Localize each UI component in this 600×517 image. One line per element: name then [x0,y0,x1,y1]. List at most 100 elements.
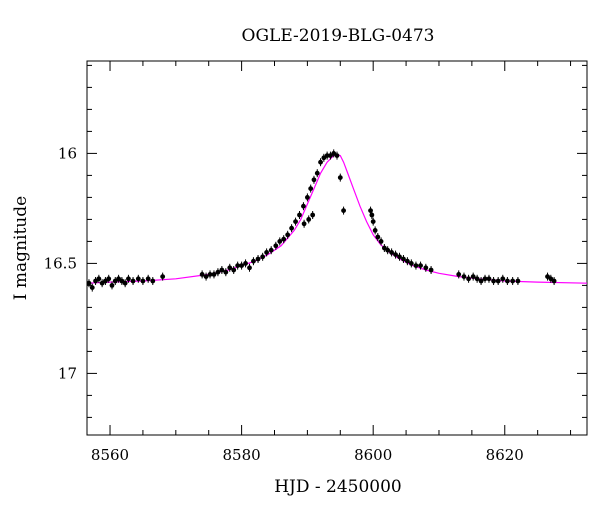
data-point [281,235,287,244]
point-marker [235,263,241,268]
point-marker [255,256,261,262]
data-point [106,274,112,283]
point-marker [130,278,136,284]
data-point [130,277,136,285]
data-point [297,211,302,219]
point-marker [89,285,95,290]
data-point [150,277,156,285]
data-point [301,202,306,211]
data-point [408,259,414,268]
point-marker [504,278,510,284]
data-point [289,224,295,233]
data-point [500,274,506,283]
data-point [235,261,241,270]
point-marker [260,254,266,260]
point-marker [199,272,205,277]
point-marker [456,272,462,277]
data-point [404,257,410,266]
data-point [126,274,131,283]
y-tick-label: 16.5 [44,254,77,272]
point-marker [207,272,213,277]
point-marker [227,265,233,271]
point-marker [150,278,156,284]
point-marker [308,186,314,192]
data-point [223,268,229,277]
point-marker [486,276,492,282]
point-marker [314,170,320,176]
chart-title: OGLE-2019-BLG-0473 [242,26,435,46]
point-marker [145,276,151,282]
data-point [227,263,233,272]
data-point [461,272,467,281]
data-point [231,266,237,274]
axis-ticks [87,61,587,435]
data-point [428,266,434,274]
point-marker [510,278,516,284]
data-point [203,272,209,281]
data-point [385,246,391,255]
data-point [504,277,510,285]
point-marker [277,239,283,244]
data-point [510,277,516,285]
data-point [423,263,429,272]
x-tick-label: 8580 [223,446,261,464]
data-point [255,255,261,263]
x-tick-label: 8620 [486,446,524,464]
point-marker [203,274,209,279]
y-axis-label: I magnitude [11,196,31,300]
point-marker [268,247,274,253]
point-marker [370,219,376,225]
point-marker [470,274,476,279]
data-point [304,193,310,202]
data-point [215,268,221,277]
data-point [268,246,274,255]
point-marker [404,258,410,264]
point-marker [122,280,128,286]
point-marker [215,269,221,275]
data-point [109,281,115,290]
data-point [324,151,330,160]
data-point [456,270,462,279]
data-point [370,217,376,226]
data-point [466,274,471,283]
point-marker [219,267,225,273]
data-point [239,261,245,270]
point-marker [264,250,270,255]
point-marker [231,267,237,273]
data-point [369,211,375,219]
point-marker [378,239,384,244]
point-marker [96,276,102,282]
data-point [86,279,92,288]
point-marker [408,261,414,266]
model-curve [86,153,588,284]
data-point [474,274,480,283]
point-marker [126,276,131,282]
point-marker [423,265,429,271]
model-curve-layer [86,153,588,284]
point-marker [223,269,229,275]
data-point [318,158,323,167]
data-point [551,277,557,285]
data-point [495,277,501,285]
data-point [219,266,225,274]
point-marker [495,278,501,284]
x-tick-label: 8600 [354,446,392,464]
point-marker [393,252,398,257]
point-marker [306,217,312,222]
data-point [482,274,488,283]
point-marker [482,276,488,282]
point-marker [474,276,480,282]
data-point [247,263,252,272]
data-point [341,206,346,215]
point-marker [515,278,521,284]
data-point [285,230,291,239]
point-marker [461,274,467,279]
y-tick-label: 16 [58,144,77,162]
x-tick-label: 8560 [91,446,129,464]
data-point [515,277,521,285]
point-marker [466,276,471,282]
point-marker [310,212,316,218]
y-tick-label: 17 [58,364,77,382]
data-point [401,255,406,263]
